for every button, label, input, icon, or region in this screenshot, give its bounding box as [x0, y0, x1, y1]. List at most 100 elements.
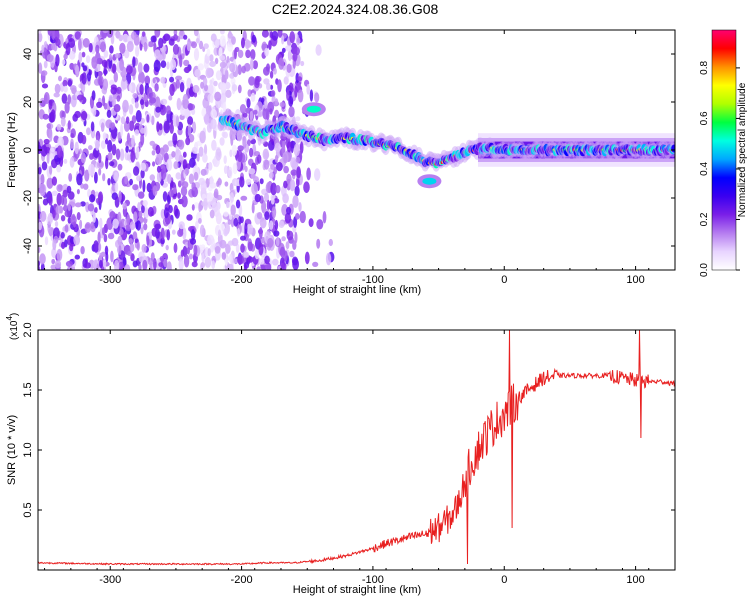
noise-cell	[76, 189, 80, 195]
noise-cell	[68, 173, 73, 182]
noise-cell	[193, 244, 198, 256]
noise-cell	[181, 181, 189, 189]
noise-cell	[213, 80, 218, 87]
noise-cell	[229, 253, 233, 263]
noise-cell	[114, 259, 120, 270]
y-tick-label: -20	[22, 190, 34, 206]
colorbar-ticks: 0.0 0.2 0.4 0.6 0.8	[699, 61, 740, 277]
noise-cell	[211, 139, 217, 151]
noise-cell	[306, 167, 311, 181]
noise-cell	[227, 32, 233, 39]
noise-cell	[98, 191, 104, 204]
noise-cell	[160, 60, 167, 68]
spectrogram-y-axis-label: Frequency (Hz)	[6, 112, 18, 188]
noise-cell	[271, 206, 277, 219]
noise-cell	[67, 191, 75, 200]
noise-cell	[134, 101, 139, 109]
noise-cell	[215, 148, 222, 161]
noise-cell	[179, 54, 183, 68]
noise-cell	[69, 156, 75, 168]
noise-cell	[200, 81, 205, 89]
noise-cell	[98, 242, 102, 252]
noise-cell	[275, 185, 281, 194]
noise-cell	[214, 246, 221, 254]
noise-cell	[135, 110, 142, 123]
noise-cell	[99, 259, 103, 269]
noise-cell	[256, 212, 263, 220]
noise-cell	[191, 146, 198, 154]
noise-cell	[232, 84, 238, 92]
noise-cell	[40, 145, 48, 157]
noise-cell	[76, 212, 81, 221]
noise-cell	[67, 94, 72, 105]
noise-cell	[282, 152, 289, 164]
noise-cell	[288, 82, 294, 91]
noise-cell	[162, 191, 168, 202]
noise-cell	[126, 154, 131, 161]
y-tick-label: 40	[22, 48, 34, 60]
noise-cell	[200, 168, 207, 176]
noise-cell	[73, 221, 77, 228]
noise-cell	[226, 201, 230, 209]
noise-cell	[256, 266, 261, 270]
noise-cell	[295, 213, 300, 220]
noise-cell	[259, 178, 264, 185]
noise-cell	[268, 139, 275, 151]
noise-cell	[187, 103, 193, 111]
noise-cell	[106, 30, 114, 38]
noise-cell	[116, 95, 121, 102]
noise-cell	[136, 175, 142, 182]
noise-cell	[273, 67, 277, 75]
snr-multiplier-exp: 4	[5, 316, 14, 321]
noise-cell	[270, 90, 276, 97]
noise-cell	[56, 248, 63, 262]
x-tick-label: 100	[626, 274, 644, 286]
colorbar-tick-label: 0.0	[699, 263, 710, 277]
noise-cell	[131, 134, 135, 148]
noise-cell	[288, 48, 293, 61]
noise-cell	[155, 106, 162, 113]
noise-cell	[182, 227, 187, 240]
noise-cell	[83, 183, 89, 190]
noise-cell	[153, 258, 157, 270]
noise-cell	[43, 92, 50, 105]
noise-cell	[107, 178, 111, 186]
noise-cell	[95, 140, 100, 151]
noise-cell	[137, 191, 145, 199]
noise-cell	[51, 247, 57, 259]
noise-cell	[247, 241, 253, 252]
noise-cell	[288, 106, 295, 118]
noise-cell	[180, 186, 188, 197]
noise-cell	[156, 170, 162, 183]
noise-cell	[276, 236, 280, 247]
noise-cell	[200, 180, 207, 193]
noise-cell	[240, 243, 245, 253]
snr-multiplier-base: (x10	[9, 320, 20, 340]
noise-cell	[141, 204, 145, 214]
y-tick-label: 20	[22, 96, 34, 108]
noise-cell	[119, 42, 126, 54]
noise-cell	[303, 181, 310, 193]
noise-cell	[87, 203, 95, 212]
noise-cell	[186, 246, 190, 255]
noise-cell	[160, 167, 167, 180]
noise-cell	[38, 62, 43, 74]
snr-y-ticks: 0.5 1.0 1.5 2.0	[22, 322, 675, 518]
noise-cell	[235, 199, 241, 209]
noise-cell	[193, 30, 199, 37]
noise-cell	[113, 104, 121, 113]
colorbar: 0.0 0.2 0.4 0.6 0.8 Normalized spectral ampl…	[699, 29, 748, 277]
noise-cell	[244, 222, 248, 235]
y-tick-label: 1.5	[22, 382, 34, 397]
noise-cell	[175, 75, 183, 81]
noise-cell	[221, 252, 227, 260]
noise-cell	[124, 264, 131, 270]
noise-cell	[138, 71, 145, 85]
noise-cell	[189, 238, 197, 245]
noise-cell	[89, 194, 96, 203]
noise-cell	[230, 204, 236, 216]
noise-cell	[93, 240, 99, 253]
noise-cell	[46, 123, 51, 129]
noise-cell	[292, 195, 299, 208]
